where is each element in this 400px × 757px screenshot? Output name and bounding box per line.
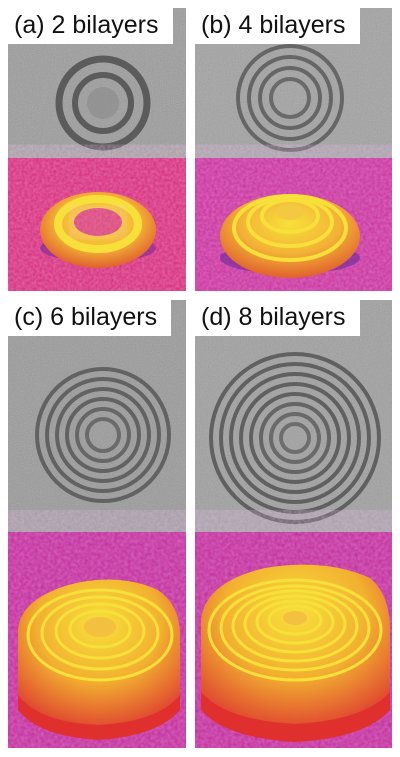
micrograph-d (195, 300, 392, 532)
panel-label: (c) 6 bilayers (8, 300, 172, 336)
micrograph-c (8, 300, 186, 532)
surface-d (195, 532, 392, 748)
panel-label: (d) 8 bilayers (195, 300, 360, 336)
panel-b: (b) 4 bilayers (195, 8, 392, 291)
surface-c (8, 532, 186, 748)
panel-d: (d) 8 bilayers (195, 300, 392, 748)
panel-a: (a) 2 bilayers (8, 8, 186, 291)
panel-c: (c) 6 bilayers (8, 300, 186, 748)
surface-b (195, 158, 392, 291)
surface-a (8, 158, 186, 291)
panel-label: (a) 2 bilayers (8, 8, 173, 44)
panel-label: (b) 4 bilayers (195, 8, 360, 44)
